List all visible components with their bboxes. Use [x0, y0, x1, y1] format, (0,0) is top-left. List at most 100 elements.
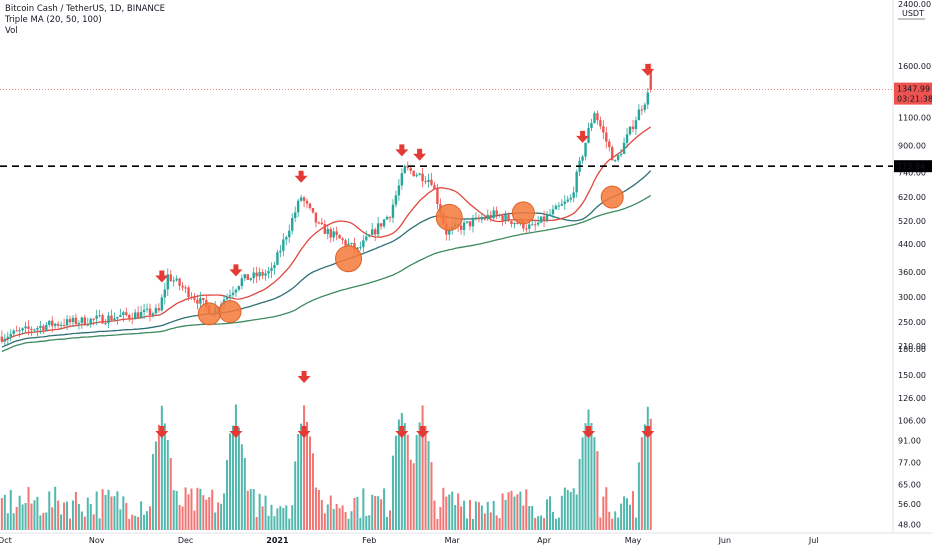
candle-body: [258, 272, 261, 277]
candle-body: [332, 231, 335, 238]
candle-body: [359, 247, 362, 249]
volume-bar: [643, 424, 646, 530]
candle-body: [631, 126, 635, 130]
candle-body: [59, 324, 63, 326]
volume-bar: [531, 505, 534, 530]
candle-body: [581, 156, 584, 161]
volume-bar: [6, 513, 9, 530]
volume-bar: [480, 505, 483, 530]
candle-body: [172, 280, 175, 282]
price-peak-arrow: [413, 148, 427, 161]
time-axis-label: Nov: [89, 536, 105, 545]
legend-title[interactable]: Bitcoin Cash / TetherUS, 1D, BINANCE: [5, 4, 166, 14]
volume-bar: [537, 516, 540, 530]
candle-body: [347, 243, 350, 246]
price-tick-label: 300.00: [898, 293, 926, 302]
volume-bar: [353, 497, 356, 530]
candle-body: [264, 273, 267, 276]
candle-body: [563, 201, 567, 204]
time-axis-label: Jun: [718, 536, 732, 545]
volume-bar: [98, 518, 101, 530]
candle-body: [56, 323, 60, 326]
volume-peak-arrow: [155, 426, 169, 438]
volume-bar: [528, 505, 531, 530]
legend-indicator[interactable]: Triple MA (20, 50, 100): [5, 15, 102, 25]
volume-bar: [125, 502, 128, 530]
candle-body: [599, 120, 602, 127]
candle-body: [48, 320, 51, 325]
candle-body: [267, 271, 270, 274]
candle-body: [409, 167, 412, 171]
volume-bar: [131, 514, 134, 530]
volume-bar: [169, 458, 172, 530]
volume-bar: [543, 517, 546, 530]
volume-bar: [309, 436, 311, 530]
candle-body: [196, 299, 199, 304]
candle-body: [557, 205, 561, 207]
volume-bar: [457, 493, 460, 530]
candle-body: [376, 223, 380, 235]
candle-body: [202, 298, 205, 300]
price-peak-arrow: [229, 264, 243, 277]
volume-bar: [341, 505, 344, 530]
volume-bar: [119, 509, 122, 530]
candle-body: [584, 142, 587, 157]
volume-bar: [143, 514, 146, 530]
candle-body: [572, 192, 575, 198]
candle-body: [560, 203, 564, 206]
volume-bar: [288, 518, 291, 530]
candle-body: [507, 215, 510, 222]
candle-body: [513, 222, 516, 225]
volume-peak-arrow: [641, 426, 655, 438]
volume-bar: [243, 458, 246, 530]
candle-body: [569, 197, 572, 200]
candle-body: [98, 315, 101, 317]
volume-bar: [504, 499, 507, 530]
volume-bar: [294, 461, 297, 530]
volume-bar: [483, 513, 486, 530]
volume-bar: [163, 423, 166, 530]
candle-body: [53, 323, 57, 326]
volume-bar: [249, 489, 252, 530]
candle-body: [273, 264, 276, 269]
time-axis-label: Mar: [445, 536, 461, 545]
candle-body: [480, 218, 484, 220]
legend-volume[interactable]: Vol: [5, 26, 18, 36]
candle-body: [302, 197, 306, 201]
time-axis-label: Dec: [178, 536, 193, 545]
candle-body: [542, 216, 546, 221]
candle-body: [418, 173, 421, 176]
candle-body: [187, 287, 190, 298]
candle-body: [403, 165, 407, 174]
candle-body: [468, 221, 472, 227]
volume-bar: [314, 487, 317, 530]
candle-body: [160, 297, 164, 311]
candle-body: [110, 315, 113, 321]
volume-bar: [208, 497, 211, 530]
volume-bar: [273, 516, 276, 530]
candle-body: [293, 212, 297, 218]
candle-body: [184, 287, 187, 289]
volume-peak-arrow: [297, 426, 311, 438]
volume-bar: [258, 493, 261, 530]
volume-bar: [80, 511, 83, 530]
candle-body: [379, 223, 383, 227]
candle-body: [382, 219, 386, 227]
price-tick-label: 65.00: [898, 481, 921, 490]
volume-bar: [95, 491, 98, 530]
volume-bar: [350, 511, 353, 530]
volume-bar: [347, 518, 350, 530]
volume-bar: [629, 504, 631, 530]
volume-bar: [211, 489, 214, 530]
time-axis-label: Apr: [537, 536, 552, 545]
candle-body: [388, 216, 392, 218]
candle-body: [296, 200, 300, 213]
candle-body: [68, 319, 72, 323]
candle-body: [246, 274, 249, 280]
volume-bar: [21, 504, 24, 530]
candle-body: [539, 216, 543, 223]
candle-body: [596, 113, 599, 121]
volume-bar: [433, 500, 436, 530]
volume-bar: [383, 488, 386, 530]
